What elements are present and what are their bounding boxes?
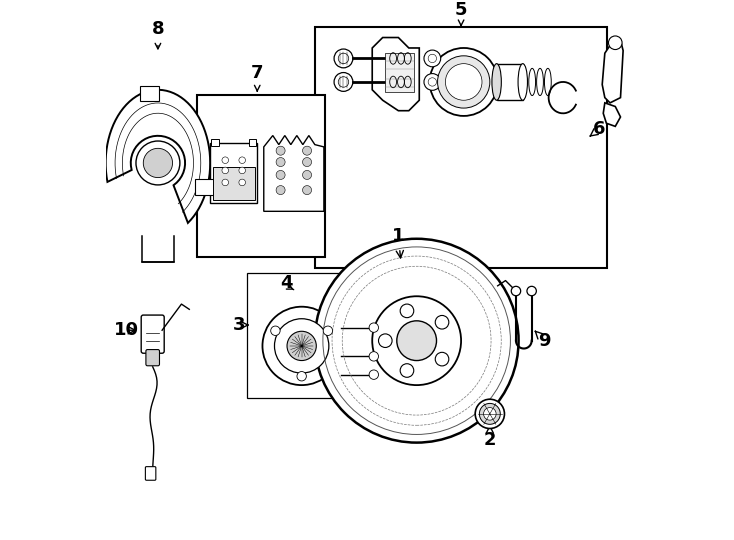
Circle shape	[276, 158, 285, 166]
Circle shape	[239, 167, 245, 174]
Text: 9: 9	[535, 331, 551, 350]
Circle shape	[435, 352, 448, 366]
Bar	[497, 64, 523, 100]
Polygon shape	[602, 40, 623, 103]
Circle shape	[372, 296, 461, 385]
Text: 4: 4	[280, 274, 292, 292]
Circle shape	[334, 72, 353, 91]
Circle shape	[275, 319, 329, 373]
Circle shape	[435, 315, 448, 329]
Circle shape	[424, 73, 440, 90]
Circle shape	[222, 167, 228, 174]
Text: 7: 7	[251, 64, 264, 82]
Text: 6: 6	[590, 120, 606, 138]
Circle shape	[302, 171, 311, 179]
Polygon shape	[603, 103, 620, 126]
Circle shape	[315, 239, 519, 443]
Ellipse shape	[518, 64, 528, 100]
FancyBboxPatch shape	[145, 467, 156, 480]
Circle shape	[276, 146, 285, 155]
Circle shape	[475, 399, 504, 429]
Bar	[140, 86, 159, 102]
Circle shape	[608, 36, 622, 50]
FancyBboxPatch shape	[141, 315, 164, 353]
Bar	[247, 273, 349, 398]
Circle shape	[479, 403, 501, 424]
Circle shape	[428, 54, 437, 63]
Text: 3: 3	[233, 316, 245, 334]
Circle shape	[222, 157, 228, 164]
Text: 2: 2	[484, 426, 496, 449]
Circle shape	[379, 334, 392, 347]
Circle shape	[302, 186, 311, 194]
Polygon shape	[372, 37, 419, 111]
Circle shape	[527, 286, 537, 296]
Circle shape	[369, 370, 379, 380]
Polygon shape	[264, 136, 324, 211]
Circle shape	[512, 286, 520, 296]
Circle shape	[400, 364, 414, 377]
Bar	[249, 139, 256, 146]
Circle shape	[239, 157, 245, 164]
Circle shape	[276, 171, 285, 179]
Text: 10: 10	[114, 321, 139, 339]
Circle shape	[287, 331, 316, 361]
Circle shape	[369, 352, 379, 361]
Circle shape	[263, 307, 341, 385]
Circle shape	[484, 408, 496, 420]
Bar	[315, 27, 608, 267]
Text: 1: 1	[392, 227, 404, 258]
Circle shape	[323, 326, 333, 335]
Bar	[197, 95, 325, 257]
Circle shape	[428, 78, 437, 86]
Polygon shape	[210, 143, 257, 204]
Circle shape	[136, 141, 180, 185]
Circle shape	[429, 48, 498, 116]
Circle shape	[338, 77, 349, 87]
Ellipse shape	[492, 64, 501, 100]
Circle shape	[446, 64, 482, 100]
Polygon shape	[106, 90, 210, 223]
Bar	[385, 53, 414, 92]
Circle shape	[437, 56, 490, 108]
Bar	[195, 179, 214, 195]
FancyBboxPatch shape	[146, 349, 159, 366]
Circle shape	[369, 323, 379, 332]
Circle shape	[271, 326, 280, 335]
Bar	[213, 167, 255, 200]
Circle shape	[338, 53, 349, 64]
Bar	[211, 139, 219, 146]
Circle shape	[143, 148, 172, 178]
Circle shape	[400, 304, 414, 318]
Circle shape	[397, 321, 437, 361]
Circle shape	[276, 186, 285, 194]
Circle shape	[302, 146, 311, 155]
Text: 8: 8	[152, 19, 164, 37]
Circle shape	[302, 158, 311, 166]
Circle shape	[334, 49, 353, 68]
Circle shape	[239, 179, 245, 186]
Circle shape	[297, 372, 306, 381]
Circle shape	[424, 50, 440, 67]
Text: 5: 5	[455, 1, 468, 19]
Circle shape	[222, 179, 228, 186]
